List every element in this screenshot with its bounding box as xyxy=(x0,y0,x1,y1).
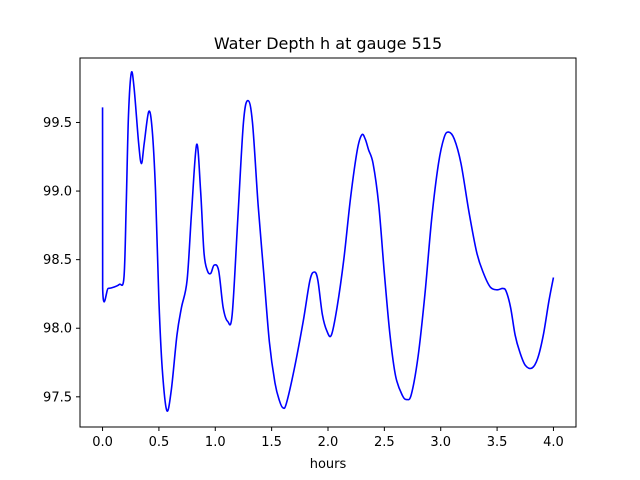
y-tick-label: 99.5 xyxy=(43,116,72,131)
x-tick-label: 4.0 xyxy=(543,435,564,450)
x-tick-label: 1.5 xyxy=(261,435,282,450)
x-axis: 0.0 0.5 1.0 1.5 2.0 2.5 3.0 3.5 4.0 xyxy=(92,427,564,450)
x-tick-label: 2.0 xyxy=(318,435,339,450)
x-tick-label: 0.5 xyxy=(149,435,170,450)
y-tick-label: 97.5 xyxy=(43,390,72,405)
x-tick-label: 2.5 xyxy=(374,435,395,450)
y-tick-label: 98.5 xyxy=(43,253,72,268)
chart-title: Water Depth h at gauge 515 xyxy=(214,34,442,53)
x-tick-label: 1.0 xyxy=(205,435,226,450)
y-tick-label: 99.0 xyxy=(43,185,72,200)
x-tick-label: 3.5 xyxy=(487,435,508,450)
y-axis: 97.5 98.0 98.5 99.0 99.5 xyxy=(43,116,80,405)
x-axis-label: hours xyxy=(310,457,347,472)
y-tick-label: 98.0 xyxy=(43,322,72,337)
x-tick-label: 0.0 xyxy=(92,435,113,450)
plot-layer xyxy=(101,71,555,412)
x-tick-label: 3.0 xyxy=(430,435,451,450)
series-line-0 xyxy=(101,71,555,412)
